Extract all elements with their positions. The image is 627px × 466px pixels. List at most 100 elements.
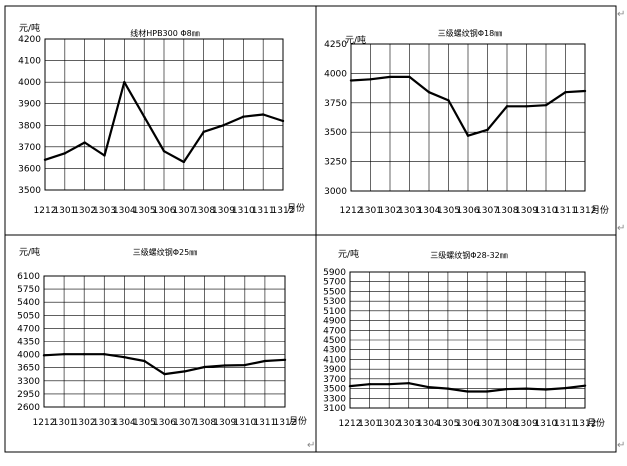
y-tick-label: 3800 (18, 121, 41, 131)
y-tick-label: 4100 (18, 57, 41, 67)
data-point (387, 383, 391, 386)
data-point (263, 359, 267, 363)
y-tick-label: 4300 (323, 346, 346, 356)
y-tick-label: 3900 (323, 365, 346, 375)
chart-title: 三级螺纹钢Φ25㎜ (133, 247, 197, 257)
data-point (143, 359, 146, 363)
y-tick-label: 3000 (324, 187, 347, 197)
y-tick-label: 3500 (324, 128, 347, 138)
y-tick-label: 5300 (323, 297, 346, 307)
x-tick-label: 1309 (213, 418, 236, 428)
y-tick-label: 5100 (323, 307, 346, 317)
y-tick-label: 3700 (18, 143, 41, 153)
data-point (466, 134, 470, 137)
y-tick-label: 4700 (323, 326, 346, 336)
data-point (369, 78, 372, 81)
y-tick-label: 3750 (324, 99, 347, 109)
x-tick-label: 1310 (233, 418, 256, 428)
y-tick-label: 4000 (18, 78, 41, 88)
data-point (583, 89, 587, 93)
data-point (525, 105, 528, 108)
data-point (505, 387, 508, 391)
y-tick-label: 3650 (17, 364, 40, 374)
x-tick-label: 1305 (437, 206, 460, 216)
x-tick-label: 1302 (73, 418, 96, 428)
y-tick-label: 3700 (323, 375, 346, 385)
x-tick-label: 1301 (358, 419, 381, 429)
data-point (103, 353, 106, 356)
x-tick-label: 1305 (436, 419, 459, 429)
data-point (182, 160, 186, 164)
y-tick-label: 4200 (18, 35, 41, 45)
y-tick-label: 4000 (324, 69, 347, 79)
data-point (564, 91, 567, 94)
y-tick-label: 5400 (17, 298, 40, 308)
chart-title: 三级螺纹钢Φ18㎜ (438, 28, 502, 38)
y-tick-label: 3900 (18, 100, 41, 110)
x-tick-label: 1312 (272, 206, 295, 216)
x-tick-label: 1310 (232, 206, 255, 216)
chart-title: 线材HPB300 Φ8㎜ (130, 28, 200, 38)
x-tick-label: 1311 (253, 418, 276, 428)
data-point (162, 149, 166, 153)
y-axis-unit: 元/吨 (19, 22, 40, 34)
chart-panel-2: 3000 3250 3500 3750 4000 4250 1212130113021303… (324, 28, 609, 216)
x-tick-label: 1308 (496, 206, 519, 216)
chart-panel-1: 3500 3600 3700 3800 3900 4000 4100 4200 12121301… (18, 22, 305, 216)
data-point (42, 354, 46, 357)
data-point (349, 79, 353, 82)
data-point (505, 105, 509, 108)
data-point (544, 103, 548, 107)
data-point (243, 363, 247, 367)
chart-panel-4: 3100330035003700390041004300450047004900… (323, 248, 605, 429)
x-tick-label: 1302 (73, 206, 96, 216)
outer-frame (4, 5, 617, 453)
x-tick-label: 1310 (535, 206, 558, 216)
paragraph-mark: ↵ (617, 9, 625, 20)
x-tick-label: 1308 (495, 419, 518, 429)
y-tick-label: 4500 (323, 336, 346, 346)
data-point (368, 383, 371, 386)
x-tick-label: 1307 (172, 206, 195, 216)
y-tick-label: 4100 (323, 355, 346, 365)
data-point (142, 115, 146, 118)
y-tick-label: 4900 (323, 317, 346, 327)
data-point (408, 75, 411, 79)
y-tick-label: 5900 (323, 268, 346, 278)
data-point (281, 119, 285, 123)
x-tick-label: 1212 (33, 418, 56, 428)
x-tick-label: 1212 (339, 419, 362, 429)
x-tick-label: 1301 (53, 206, 76, 216)
data-point (123, 80, 126, 84)
y-tick-label: 3500 (18, 186, 41, 196)
x-tick-label: 1305 (133, 206, 156, 216)
data-point (427, 385, 430, 389)
y-tick-label: 2950 (17, 390, 40, 400)
x-tick-label: 1306 (456, 419, 479, 429)
data-point (43, 158, 47, 161)
data-point (261, 113, 265, 116)
data-point (283, 358, 287, 362)
y-tick-label: 5050 (17, 311, 40, 321)
x-tick-label: 1309 (515, 419, 538, 429)
x-tick-label: 1309 (212, 206, 235, 216)
data-point (123, 356, 126, 359)
plot-frame (350, 43, 586, 192)
x-tick-label: 1301 (359, 206, 382, 216)
x-tick-label: 1303 (397, 419, 420, 429)
x-tick-label: 1307 (476, 419, 499, 429)
data-point (486, 128, 489, 132)
y-tick-label: 4250 (324, 40, 347, 50)
x-tick-label: 1304 (418, 206, 441, 216)
data-point (466, 390, 469, 393)
x-tick-label: 1307 (476, 206, 499, 216)
x-tick-label: 1310 (534, 419, 557, 429)
x-axis-suffix: 月份 (287, 202, 305, 214)
x-axis-suffix: 月份 (591, 204, 609, 216)
x-tick-label: 1303 (398, 206, 421, 216)
y-tick-label: 6100 (17, 272, 40, 282)
paragraph-mark: ↵ (617, 223, 625, 234)
y-tick-label: 4350 (17, 338, 40, 348)
